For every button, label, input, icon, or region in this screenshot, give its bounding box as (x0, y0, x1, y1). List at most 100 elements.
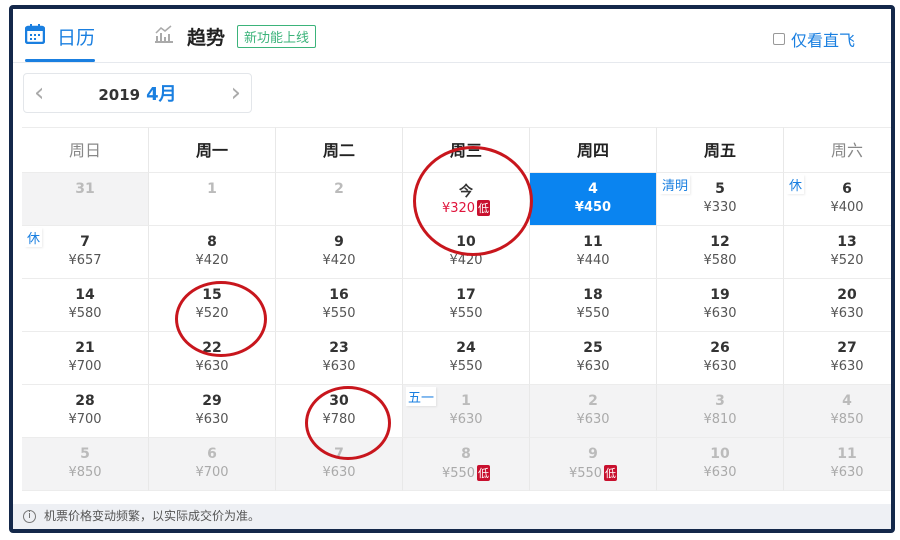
price-value: ¥850 (830, 412, 864, 427)
price-value: ¥850 (68, 465, 102, 480)
next-month-button[interactable]: › (230, 78, 241, 108)
price-value: ¥440 (576, 253, 610, 268)
day-price: ¥550 (403, 306, 529, 321)
day-cell[interactable]: 14 ¥580 (22, 279, 149, 332)
day-number: 2 (334, 181, 344, 197)
day-cell[interactable]: 27 ¥630 (784, 332, 891, 385)
day-cell[interactable]: 13 ¥520 (784, 226, 891, 279)
day-cell[interactable]: 25 ¥630 (530, 332, 657, 385)
price-value: ¥420 (195, 253, 229, 268)
tab-calendar[interactable]: 日历 (24, 23, 96, 62)
current-month: 2019 4月 (98, 80, 176, 106)
day-cell[interactable]: 31 (22, 173, 149, 226)
trend-chart-icon (153, 24, 175, 49)
prev-month-button[interactable]: ‹ (34, 78, 45, 108)
price-value: ¥420 (449, 253, 483, 268)
price-value: ¥630 (703, 359, 737, 374)
day-cell[interactable]: 24 ¥550 (403, 332, 530, 385)
day-cell[interactable]: 20 ¥630 (784, 279, 891, 332)
price-value: ¥550 (449, 306, 483, 321)
day-number: 16 (329, 287, 349, 303)
month-label: 4月 (146, 84, 177, 105)
day-cell[interactable]: 21 ¥700 (22, 332, 149, 385)
day-number: 19 (710, 287, 730, 303)
direct-only-toggle[interactable]: 仅看直飞 (772, 27, 855, 51)
day-cell[interactable]: 16 ¥550 (276, 279, 403, 332)
day-price: ¥320 低 (403, 200, 529, 216)
day-cell[interactable]: 18 ¥550 (530, 279, 657, 332)
day-cell[interactable]: 26 ¥630 (657, 332, 784, 385)
tab-trend[interactable]: 趋势 新功能上线 (153, 23, 317, 50)
calendar-panel: 日历 趋势 新功能上线 仅看直飞 ‹ 2019 4月 › 周日 周一 周二 周三 周四 周五… (9, 5, 895, 533)
week-row: 31 1 2 今 ¥320 低 4 ¥450 清明 5 ¥330 休 6 ¥400 (22, 173, 891, 226)
price-value: ¥630 (830, 359, 864, 374)
day-cell[interactable]: 9 ¥550 低 (530, 438, 657, 491)
day-cell[interactable]: 30 ¥780 (276, 385, 403, 438)
day-cell[interactable]: 3 ¥810 (657, 385, 784, 438)
price-value: ¥550 (568, 466, 603, 481)
day-cell[interactable]: 23 ¥630 (276, 332, 403, 385)
day-cell[interactable]: 19 ¥630 (657, 279, 784, 332)
day-cell[interactable]: 17 ¥550 (403, 279, 530, 332)
price-value: ¥520 (195, 306, 229, 321)
day-number: 22 (202, 340, 222, 356)
day-cell[interactable]: 清明 5 ¥330 (657, 173, 784, 226)
day-cell[interactable]: 15 ¥520 (149, 279, 276, 332)
price-notice-text: 机票价格变动频繁，以实际成交价为准。 (44, 509, 261, 523)
day-cell[interactable]: 5 ¥850 (22, 438, 149, 491)
day-cell[interactable]: 4 ¥850 (784, 385, 891, 438)
day-cell[interactable]: 12 ¥580 (657, 226, 784, 279)
new-feature-badge: 新功能上线 (237, 25, 317, 48)
day-cell[interactable]: 休 6 ¥400 (784, 173, 891, 226)
day-number: 1 (461, 393, 471, 409)
day-cell[interactable]: 2 (276, 173, 403, 226)
day-cell[interactable]: 五一 1 ¥630 (403, 385, 530, 438)
day-number: 17 (456, 287, 476, 303)
price-value: ¥420 (322, 253, 356, 268)
day-cell[interactable]: 4 ¥450 (530, 173, 657, 226)
day-number: 14 (75, 287, 95, 303)
price-value: ¥580 (68, 306, 102, 321)
price-value: ¥630 (703, 465, 737, 480)
day-number: 7 (80, 234, 90, 250)
day-cell[interactable]: 1 (149, 173, 276, 226)
price-value: ¥630 (195, 412, 229, 427)
day-number: 今 (459, 184, 473, 200)
day-cell[interactable]: 6 ¥700 (149, 438, 276, 491)
day-price: ¥850 (22, 465, 148, 480)
day-cell[interactable]: 8 ¥420 (149, 226, 276, 279)
price-value: ¥400 (830, 200, 864, 215)
day-number: 20 (837, 287, 857, 303)
direct-only-checkbox[interactable] (772, 33, 785, 45)
day-number: 18 (583, 287, 603, 303)
day-cell[interactable]: 2 ¥630 (530, 385, 657, 438)
day-price: ¥630 (784, 306, 891, 321)
day-cell[interactable]: 10 ¥420 (403, 226, 530, 279)
day-cell[interactable]: 9 ¥420 (276, 226, 403, 279)
day-cell[interactable]: 29 ¥630 (149, 385, 276, 438)
day-cell[interactable]: 11 ¥630 (784, 438, 891, 491)
day-number: 11 (837, 446, 857, 462)
day-price: ¥580 (22, 306, 148, 321)
day-number: 10 (456, 234, 476, 250)
day-price: ¥630 (149, 412, 275, 427)
calendar-grid: 周日 周一 周二 周三 周四 周五 周六 31 1 2 今 ¥320 低 4 ¥450 清明 5 ¥330 休 6 ¥… (22, 127, 891, 491)
day-cell[interactable]: 7 ¥630 (276, 438, 403, 491)
day-cell[interactable]: 22 ¥630 (149, 332, 276, 385)
price-value: ¥550 (449, 359, 483, 374)
day-price: ¥420 (276, 253, 402, 268)
day-cell[interactable]: 28 ¥700 (22, 385, 149, 438)
day-cell[interactable]: 11 ¥440 (530, 226, 657, 279)
info-icon: i (23, 510, 36, 523)
day-price: ¥450 (530, 200, 656, 215)
month-navigator: ‹ 2019 4月 › (23, 73, 252, 113)
weekday-4: 周四 (530, 127, 657, 173)
day-cell[interactable]: 10 ¥630 (657, 438, 784, 491)
day-number: 1 (207, 181, 217, 197)
price-value: ¥630 (322, 359, 356, 374)
price-value: ¥700 (68, 359, 102, 374)
day-cell[interactable]: 8 ¥550 低 (403, 438, 530, 491)
day-cell[interactable]: 今 ¥320 低 (403, 173, 530, 226)
day-cell[interactable]: 休 7 ¥657 (22, 226, 149, 279)
weekday-3: 周三 (403, 127, 530, 173)
